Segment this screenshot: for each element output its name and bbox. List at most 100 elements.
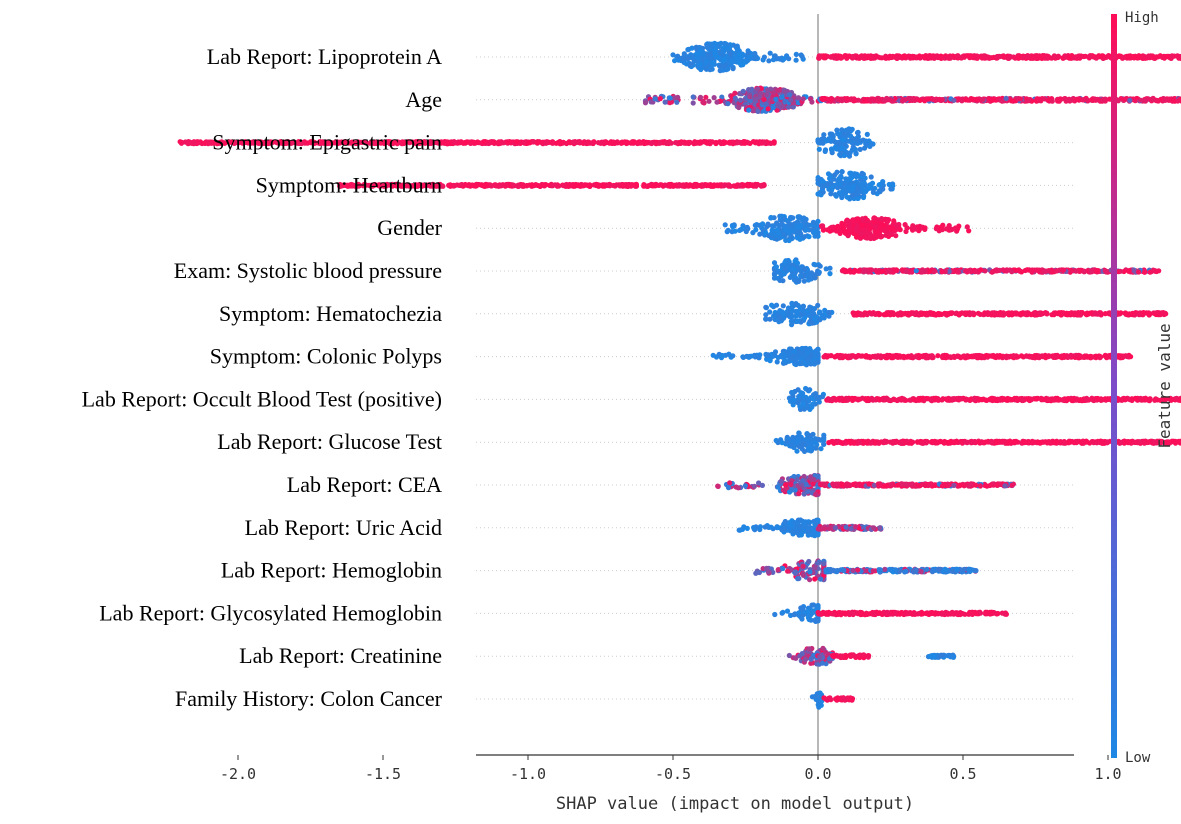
data-point (662, 99, 668, 105)
data-point (681, 51, 687, 57)
data-point (1100, 97, 1106, 103)
data-point (798, 273, 804, 279)
data-point (804, 360, 810, 366)
data-point (664, 140, 670, 146)
data-point (1030, 55, 1037, 61)
data-point (219, 139, 225, 145)
data-point (820, 140, 826, 146)
data-point (772, 53, 778, 59)
data-point (769, 227, 775, 233)
data-point (705, 63, 712, 69)
data-point (1102, 268, 1108, 274)
data-point (972, 97, 978, 103)
data-point (765, 221, 771, 227)
data-point (675, 53, 681, 59)
data-point (726, 45, 732, 52)
data-point (481, 139, 487, 145)
data-point (831, 55, 837, 61)
data-point (890, 226, 896, 232)
data-point (697, 48, 704, 54)
data-point (938, 55, 944, 62)
data-point (703, 139, 709, 145)
data-point (985, 311, 991, 317)
data-point (451, 139, 457, 145)
data-point (880, 186, 886, 192)
data-point (688, 52, 694, 58)
data-point (994, 268, 1000, 274)
data-point (902, 222, 908, 228)
data-point (933, 311, 939, 317)
data-point (801, 310, 807, 316)
data-point (856, 188, 862, 194)
data-point (963, 97, 969, 103)
data-point (809, 99, 815, 105)
data-point (1074, 96, 1080, 102)
data-point (801, 278, 807, 284)
feature-row-points (177, 126, 876, 159)
data-point (752, 354, 758, 360)
data-point (670, 52, 676, 58)
data-point (779, 104, 785, 110)
data-point (815, 352, 821, 359)
data-point (1025, 53, 1031, 60)
data-point (1007, 53, 1013, 59)
data-point (790, 266, 796, 272)
data-point (817, 53, 823, 59)
data-point (829, 224, 835, 230)
data-point (958, 55, 965, 61)
data-point (745, 50, 751, 56)
data-point (906, 53, 912, 59)
feature-row-points (670, 40, 1181, 74)
data-point (956, 223, 962, 229)
data-point (657, 96, 663, 102)
data-point (838, 53, 844, 60)
data-point (713, 183, 719, 189)
data-point (1015, 55, 1022, 61)
data-point (668, 140, 674, 146)
data-point (970, 54, 976, 60)
data-point (874, 269, 880, 275)
data-point (577, 139, 583, 145)
data-point (903, 268, 910, 275)
data-point (503, 181, 510, 188)
data-point (734, 140, 740, 146)
data-point (270, 139, 276, 145)
data-point (938, 224, 944, 230)
data-point (827, 271, 833, 277)
data-point (758, 86, 764, 92)
data-point (697, 140, 703, 146)
data-point (1077, 53, 1083, 60)
data-point (1082, 53, 1089, 59)
data-point (859, 170, 865, 176)
data-point (722, 40, 728, 47)
data-point (736, 60, 743, 66)
data-point (685, 56, 691, 62)
data-point (867, 97, 873, 103)
data-point (773, 302, 780, 308)
data-point (550, 139, 556, 145)
data-point (649, 140, 655, 147)
data-point (481, 182, 487, 188)
data-point (543, 140, 549, 146)
data-point (1088, 97, 1094, 103)
data-point (745, 57, 751, 64)
data-point (734, 47, 741, 53)
data-point (747, 98, 754, 104)
data-point (832, 144, 838, 150)
data-point (721, 56, 728, 63)
data-point (692, 140, 698, 146)
data-point (900, 311, 907, 317)
data-point (812, 272, 819, 278)
data-point (837, 131, 843, 137)
data-point (192, 140, 198, 146)
data-point (458, 182, 464, 188)
data-point (857, 181, 863, 188)
data-point (910, 223, 916, 229)
data-point (1136, 53, 1142, 59)
data-point (406, 139, 412, 145)
data-point (873, 97, 879, 103)
data-point (1118, 310, 1124, 316)
data-point (1075, 311, 1081, 318)
data-point (939, 269, 945, 275)
